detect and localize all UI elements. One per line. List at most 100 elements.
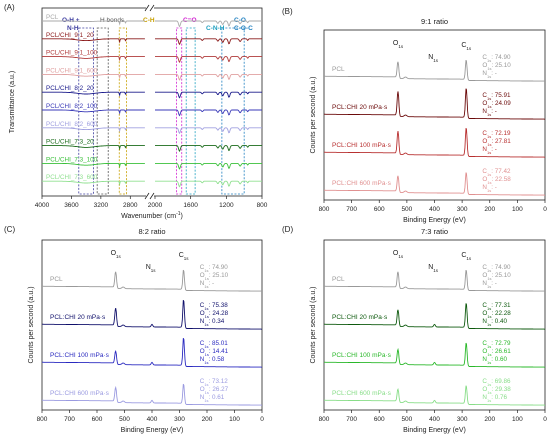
composition-number: : 29.38 — [492, 386, 512, 393]
composition-subscript: 1s — [487, 275, 491, 280]
x-tick-label: 200 — [202, 416, 213, 423]
peak-label: C1s — [461, 42, 472, 51]
xps-series-label: PCL:CHI 600 mPa·s — [50, 390, 110, 397]
x-tick-label: 600 — [374, 416, 385, 423]
composition-element: N — [200, 394, 205, 401]
composition-value: O1s: 26.61 — [482, 348, 511, 357]
peak-element: C — [179, 252, 184, 259]
composition-number: : 0.76 — [491, 394, 507, 401]
composition-number: : 72.79 — [491, 340, 511, 347]
xps-series-label: PCL:CHI 20 mPa·s — [332, 314, 388, 321]
composition-number: : 0.61 — [209, 394, 225, 401]
x-axis-label: Binding Energy (eV) — [403, 217, 466, 224]
composition-subscript: 1s — [204, 305, 208, 310]
composition-element: N — [482, 146, 487, 153]
composition-subscript: 1s — [487, 397, 491, 402]
x-tick-label: 2800 — [123, 202, 138, 209]
x-tick-label: 100 — [512, 416, 523, 423]
composition-element: N — [482, 318, 487, 325]
ftir-series-line — [42, 180, 262, 188]
composition-subscript: 1s — [487, 267, 491, 272]
composition-subscript: 1s — [204, 283, 208, 288]
composition-number: : 25.10 — [209, 272, 229, 279]
composition-value: O1s: 14.41 — [200, 348, 229, 357]
panel-title: 9:1 ratio — [421, 17, 448, 26]
ftir-series-label: PCL/CHI_7:3_20 — [46, 139, 94, 146]
composition-value: O1s: 29.38 — [482, 386, 511, 395]
region-label: C-N-H — [206, 25, 225, 32]
composition-subscript: 1s — [204, 397, 208, 402]
region-label: C-O-C — [234, 25, 253, 32]
composition-value: C1s: 69.86 — [482, 378, 511, 387]
xps-series-label: PCL:CHI 100 mPa·s — [50, 352, 110, 359]
x-tick-label: 800 — [257, 202, 268, 209]
xps-series-line — [324, 88, 545, 120]
x-tick-label: 0 — [543, 206, 547, 213]
composition-subscript: 1s — [204, 321, 208, 326]
region-box — [185, 27, 196, 195]
peak-label: N1s — [146, 264, 157, 273]
composition-value: O1s: 24.28 — [200, 310, 229, 319]
composition-element: N — [482, 394, 487, 401]
composition-element: O — [482, 310, 487, 317]
ftir-series-label: PCL/CHI_7:3_600 — [46, 174, 98, 181]
composition-number: : 73.12 — [209, 378, 229, 385]
composition-value: O1s: 25.10 — [482, 272, 511, 281]
composition-value: O1s: 26.27 — [200, 386, 229, 395]
peak-element: C — [461, 252, 466, 259]
composition-element: O — [200, 272, 205, 279]
x-tick-label: 800 — [319, 416, 330, 423]
composition-number: : - — [491, 108, 497, 115]
composition-element: C — [482, 378, 487, 385]
peak-element: O — [111, 250, 117, 257]
peak-label: N1s — [428, 54, 439, 63]
peak-subscript: 1s — [433, 268, 439, 273]
x-tick-label: 1600 — [183, 202, 198, 209]
axis-break-mark — [149, 4, 155, 12]
composition-element: C — [482, 168, 487, 175]
composition-value: C1s: 77.42 — [482, 168, 511, 177]
composition-element: C — [482, 54, 487, 61]
composition-number: : - — [491, 146, 497, 153]
peak-element: O — [393, 40, 399, 47]
x-tick-label: 600 — [92, 416, 103, 423]
peak-subscript: 1s — [116, 254, 122, 259]
xps-series-label: PCL — [332, 276, 345, 283]
composition-value: N1s: - — [200, 280, 214, 289]
composition-element: O — [200, 348, 205, 355]
composition-element: N — [200, 318, 205, 325]
ftir-series-line — [42, 38, 262, 46]
composition-element: N — [482, 108, 487, 115]
composition-value: O1s: 22.58 — [482, 176, 511, 185]
composition-value: O1s: 25.10 — [200, 272, 229, 281]
x-tick-label: 2000 — [148, 202, 163, 209]
xps-series-line — [324, 385, 545, 406]
peak-element: N — [428, 54, 433, 61]
peak-subscript: 1s — [151, 268, 157, 273]
composition-subscript: 1s — [487, 321, 491, 326]
composition-subscript: 1s — [204, 381, 208, 386]
composition-number: : 14.41 — [209, 348, 229, 355]
composition-number: : 77.31 — [491, 302, 511, 309]
region-label: H bonds — [100, 17, 125, 24]
xps-series-line — [324, 342, 545, 368]
composition-number: : 22.28 — [492, 310, 512, 317]
composition-subscript: 1s — [487, 283, 491, 288]
composition-number: : 25.10 — [492, 62, 512, 69]
peak-subscript: 1s — [433, 58, 439, 63]
composition-subscript: 1s — [205, 389, 209, 394]
x-tick-label: 500 — [401, 206, 412, 213]
composition-number: : - — [209, 280, 215, 287]
ftir-series-line — [42, 56, 262, 63]
composition-subscript: 1s — [487, 65, 491, 70]
composition-value: C1s: 72.79 — [482, 340, 511, 349]
composition-value: C1s: 74.90 — [482, 264, 511, 273]
x-tick-label: 3600 — [64, 202, 79, 209]
composition-number: : 77.42 — [491, 168, 511, 175]
ftir-series-line — [42, 91, 262, 99]
composition-value: O1s: 24.09 — [482, 100, 511, 109]
composition-subscript: 1s — [487, 351, 491, 356]
composition-element: N — [482, 280, 487, 287]
composition-element: N — [482, 356, 487, 363]
ftir-series-label: PCL/CHI_9:1_600 — [46, 67, 98, 74]
